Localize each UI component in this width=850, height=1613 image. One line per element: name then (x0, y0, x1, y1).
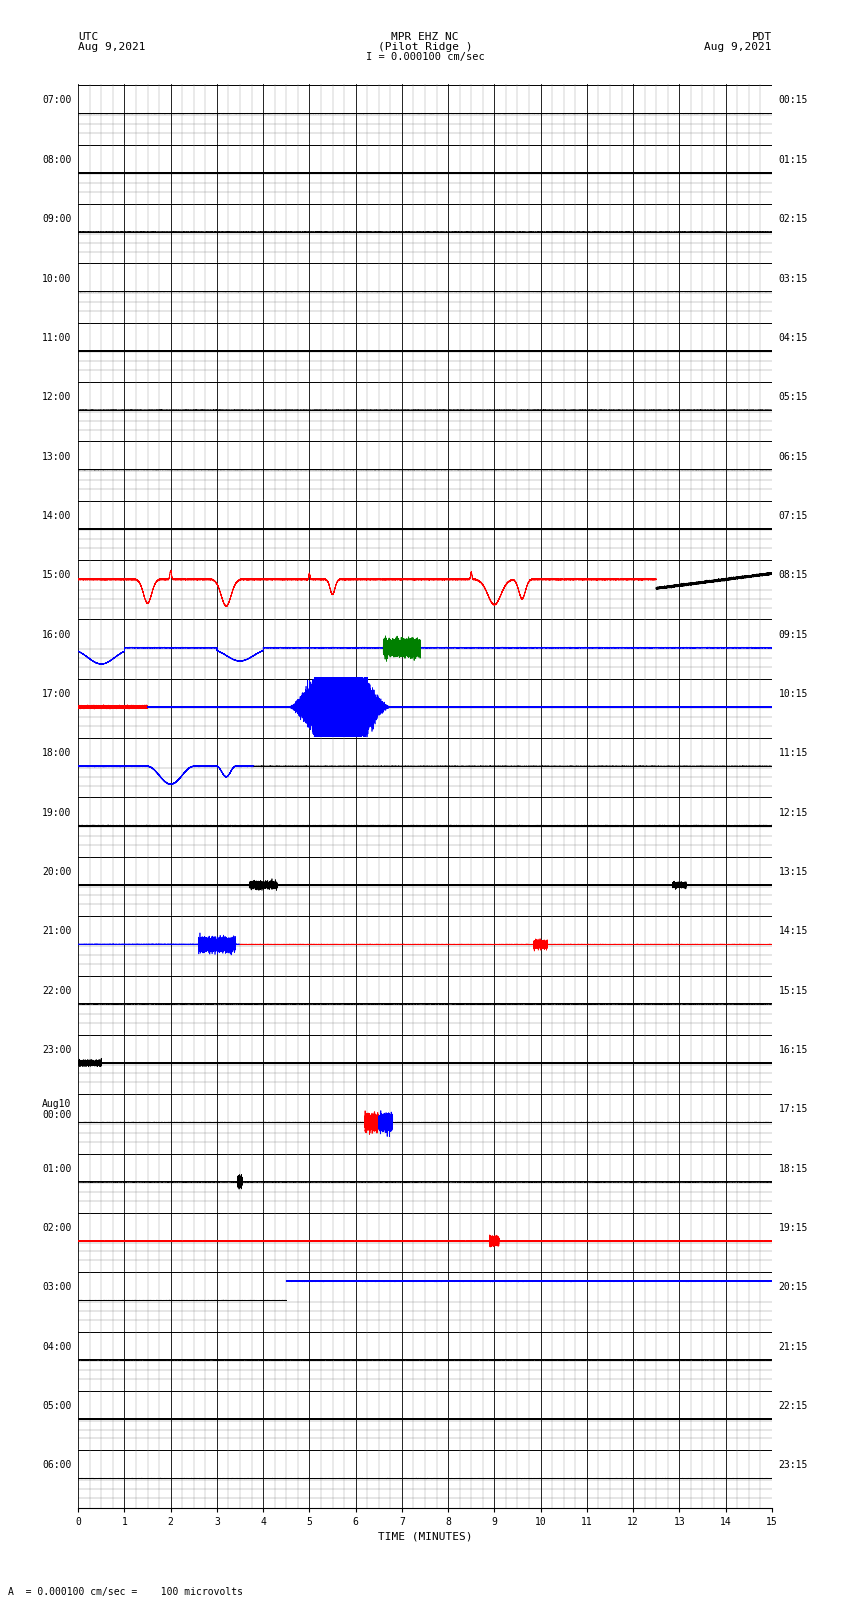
Text: 01:15: 01:15 (779, 155, 808, 165)
Text: I = 0.000100 cm/sec: I = 0.000100 cm/sec (366, 52, 484, 63)
Text: 12:15: 12:15 (779, 808, 808, 818)
Text: 01:00: 01:00 (42, 1163, 71, 1174)
Text: 08:15: 08:15 (779, 571, 808, 581)
Text: MPR EHZ NC: MPR EHZ NC (391, 32, 459, 42)
Text: 16:00: 16:00 (42, 629, 71, 640)
Text: 05:00: 05:00 (42, 1402, 71, 1411)
Text: 04:15: 04:15 (779, 332, 808, 344)
Text: 19:00: 19:00 (42, 808, 71, 818)
Text: A  = 0.000100 cm/sec =    100 microvolts: A = 0.000100 cm/sec = 100 microvolts (8, 1587, 243, 1597)
Text: 10:15: 10:15 (779, 689, 808, 698)
Text: 20:15: 20:15 (779, 1282, 808, 1292)
Text: 15:15: 15:15 (779, 986, 808, 995)
Text: 18:00: 18:00 (42, 748, 71, 758)
Text: (Pilot Ridge ): (Pilot Ridge ) (377, 42, 473, 52)
Text: 10:00: 10:00 (42, 274, 71, 284)
Text: 11:00: 11:00 (42, 332, 71, 344)
Text: Aug 9,2021: Aug 9,2021 (705, 42, 772, 52)
Text: PDT: PDT (751, 32, 772, 42)
Text: 07:15: 07:15 (779, 511, 808, 521)
Text: 21:15: 21:15 (779, 1342, 808, 1352)
Text: 19:15: 19:15 (779, 1223, 808, 1232)
Text: 13:00: 13:00 (42, 452, 71, 461)
Text: 21:00: 21:00 (42, 926, 71, 936)
Text: 23:15: 23:15 (779, 1460, 808, 1471)
Text: 03:15: 03:15 (779, 274, 808, 284)
Text: 20:00: 20:00 (42, 866, 71, 877)
Text: 04:00: 04:00 (42, 1342, 71, 1352)
Text: 14:00: 14:00 (42, 511, 71, 521)
Text: 22:15: 22:15 (779, 1402, 808, 1411)
Text: 18:15: 18:15 (779, 1163, 808, 1174)
Text: 14:15: 14:15 (779, 926, 808, 936)
Text: Aug10
00:00: Aug10 00:00 (42, 1098, 71, 1119)
Text: 00:15: 00:15 (779, 95, 808, 105)
Text: 06:00: 06:00 (42, 1460, 71, 1471)
Text: 06:15: 06:15 (779, 452, 808, 461)
Text: 09:15: 09:15 (779, 629, 808, 640)
Text: 07:00: 07:00 (42, 95, 71, 105)
Text: UTC: UTC (78, 32, 99, 42)
Text: Aug 9,2021: Aug 9,2021 (78, 42, 145, 52)
Text: 03:00: 03:00 (42, 1282, 71, 1292)
Text: 23:00: 23:00 (42, 1045, 71, 1055)
Text: 12:00: 12:00 (42, 392, 71, 402)
Text: 02:15: 02:15 (779, 215, 808, 224)
Text: 15:00: 15:00 (42, 571, 71, 581)
Text: 13:15: 13:15 (779, 866, 808, 877)
Text: 17:15: 17:15 (779, 1105, 808, 1115)
Text: 09:00: 09:00 (42, 215, 71, 224)
X-axis label: TIME (MINUTES): TIME (MINUTES) (377, 1531, 473, 1542)
Text: 08:00: 08:00 (42, 155, 71, 165)
Text: 16:15: 16:15 (779, 1045, 808, 1055)
Text: 05:15: 05:15 (779, 392, 808, 402)
Text: 17:00: 17:00 (42, 689, 71, 698)
Text: 11:15: 11:15 (779, 748, 808, 758)
Text: 22:00: 22:00 (42, 986, 71, 995)
Text: 02:00: 02:00 (42, 1223, 71, 1232)
